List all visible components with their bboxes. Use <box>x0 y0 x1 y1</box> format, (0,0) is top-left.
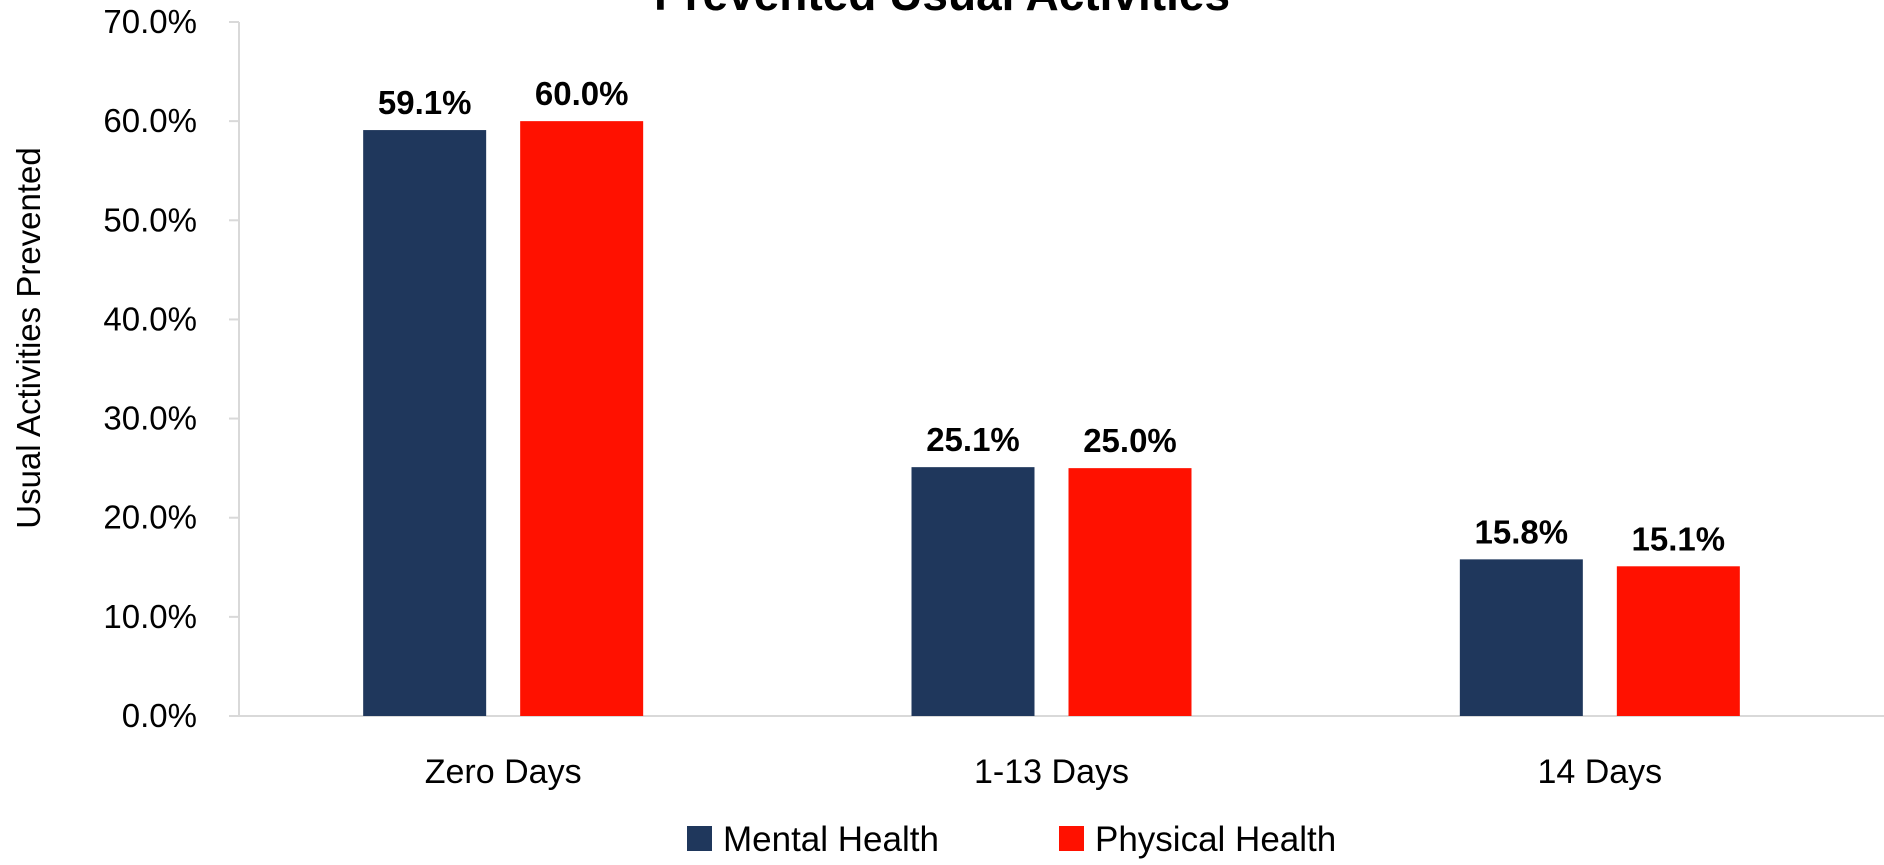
y-tick-label: 70.0% <box>103 3 197 40</box>
bar-mental-health <box>911 467 1035 716</box>
legend-swatch-mental-health <box>687 826 712 851</box>
y-axis-ticks: 0.0% 10.0% 20.0% 30.0% 40.0% 50.0% 60.0% 70.0% <box>103 3 239 734</box>
x-axis-categories: Zero Days 1-13 Days 14 Days <box>425 753 1662 791</box>
bar-physical-health <box>1616 566 1740 716</box>
chart-title: Prevented Usual Activities <box>654 0 1230 20</box>
y-tick-label: 30.0% <box>103 400 197 437</box>
bar-physical-health <box>1068 468 1192 716</box>
legend-label-mental-health: Mental Health <box>723 820 939 859</box>
data-labels: 59.1% 60.0% 25.1% 25.0% 15.8% 15.1% <box>378 75 1725 557</box>
y-tick-label: 20.0% <box>103 499 197 536</box>
legend: Mental Health Physical Health <box>687 820 1336 859</box>
data-label-physical-health: 25.0% <box>1083 422 1177 459</box>
bar-mental-health <box>363 130 487 716</box>
bar-physical-health <box>520 121 644 716</box>
y-tick-label: 60.0% <box>103 102 197 139</box>
y-tick-label: 40.0% <box>103 300 197 337</box>
x-category-label: 14 Days <box>1537 753 1662 791</box>
bars <box>363 121 1740 716</box>
y-tick-label: 50.0% <box>103 201 197 238</box>
x-category-label: 1-13 Days <box>974 753 1129 791</box>
data-label-mental-health: 25.1% <box>926 421 1020 458</box>
data-label-mental-health: 15.8% <box>1475 513 1569 550</box>
bar-mental-health <box>1459 559 1583 716</box>
y-tick-label: 0.0% <box>122 697 197 734</box>
data-label-mental-health: 59.1% <box>378 84 472 121</box>
data-label-physical-health: 15.1% <box>1632 520 1726 557</box>
data-label-physical-health: 60.0% <box>535 75 629 112</box>
x-category-label: Zero Days <box>425 753 582 791</box>
legend-swatch-physical-health <box>1059 826 1084 851</box>
legend-label-physical-health: Physical Health <box>1095 820 1336 859</box>
y-axis-label: Usual Activities Prevented <box>10 147 47 529</box>
y-tick-label: 10.0% <box>103 598 197 635</box>
